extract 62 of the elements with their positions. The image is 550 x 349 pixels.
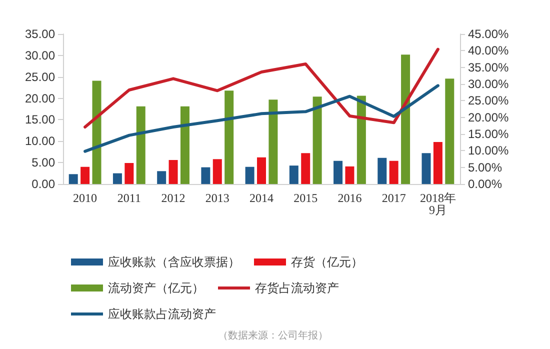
bar [245, 166, 254, 184]
legend-label: 流动资产（亿元） [108, 281, 204, 295]
legend-label: 存货（亿元） [291, 255, 363, 269]
bar [422, 153, 431, 184]
bar [124, 163, 134, 184]
y2-tick-label: 10.00% [468, 144, 510, 158]
bar [401, 54, 410, 184]
y-tick-label: 20.00 [24, 91, 56, 106]
bar [80, 166, 90, 184]
bar [334, 160, 343, 184]
y-tick-label: 30.00 [24, 48, 56, 62]
line-series [84, 48, 440, 128]
bar [268, 100, 278, 184]
legend-label: 应收账款占流动资产 [108, 307, 216, 321]
bar [201, 167, 210, 184]
bar [212, 159, 222, 184]
bar [112, 173, 122, 184]
bar [356, 96, 366, 184]
y-tick-label: 25.00 [24, 70, 56, 84]
x-tick-label: 2014 [250, 191, 274, 205]
y2-tick-label: 25.00% [468, 94, 510, 108]
y2-tick-label: 40.00% [468, 44, 510, 58]
bar [68, 174, 78, 184]
y2-tick-label: 0.00% [468, 177, 502, 191]
x-tick-label: 2018年9月 [420, 191, 456, 217]
y-tick-label: 15.00 [24, 112, 56, 127]
y-tick-label: 5.00 [32, 156, 56, 170]
bar [180, 106, 190, 184]
bar [92, 80, 102, 184]
line-series [84, 84, 440, 153]
legend-label: 应收账款（含应收票据） [108, 255, 240, 269]
y2-tick-label: 30.00% [468, 77, 510, 91]
x-tick-label: 2011 [117, 191, 141, 205]
x-tick-label: 2013 [205, 191, 230, 205]
bar [257, 157, 266, 184]
y2-tick-label: 5.00% [468, 160, 502, 174]
bar [136, 106, 146, 184]
y2-tick-label: 35.00% [468, 60, 510, 74]
bar [168, 160, 178, 184]
bar [433, 142, 442, 184]
x-tick-label: 2010 [73, 191, 98, 205]
bar [224, 90, 234, 184]
bar [301, 153, 310, 184]
text: （数据来源：公司年报） [218, 330, 328, 342]
x-tick-label: 2017 [382, 191, 406, 205]
bar [345, 166, 354, 184]
bar [312, 96, 322, 184]
y-tick-label: 10.00 [24, 134, 56, 148]
y-tick-label: 35.00 [24, 27, 56, 41]
bar [378, 158, 387, 184]
x-tick-label: 2016 [338, 191, 362, 205]
bar [445, 78, 454, 184]
bar [389, 160, 398, 184]
bar [289, 166, 298, 184]
legend-label: 存货占流动资产 [255, 281, 339, 295]
y-tick-label: 0.00 [32, 177, 56, 191]
bar [157, 171, 166, 184]
y2-tick-label: 15.00% [468, 127, 510, 141]
y2-tick-label: 45.00% [468, 27, 510, 41]
x-tick-label: 2015 [294, 191, 318, 205]
y2-tick-label: 20.00% [468, 110, 510, 124]
x-tick-label: 2012 [161, 191, 186, 205]
